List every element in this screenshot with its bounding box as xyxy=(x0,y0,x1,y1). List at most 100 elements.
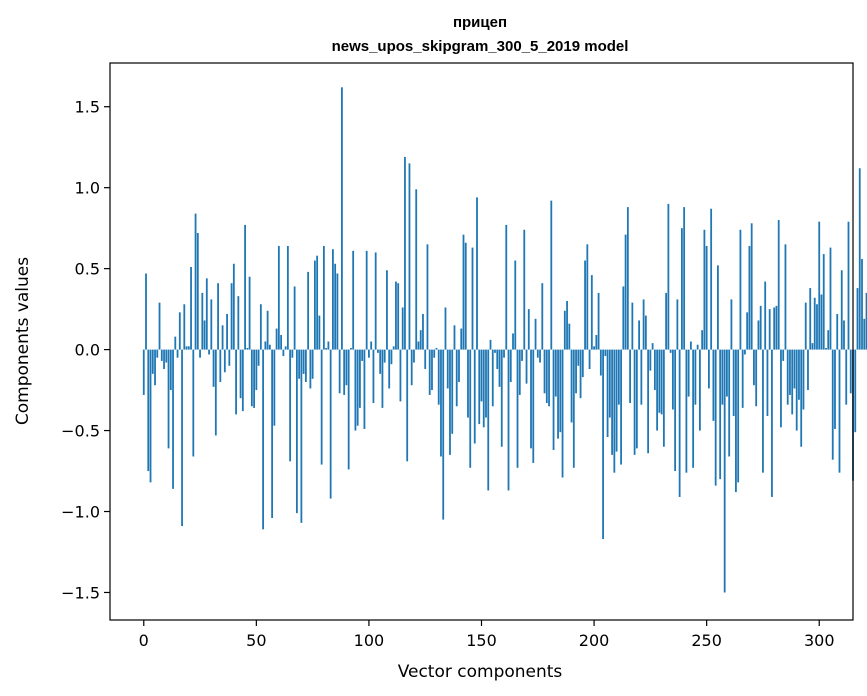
bar xyxy=(701,330,704,350)
bar xyxy=(730,299,733,350)
bar xyxy=(453,325,456,350)
x-tick-label: 300 xyxy=(804,631,835,650)
bar xyxy=(671,349,674,410)
x-tick-label: 150 xyxy=(466,631,497,650)
bar xyxy=(295,349,298,514)
bar xyxy=(723,349,726,593)
bar xyxy=(338,349,341,394)
bar xyxy=(689,341,692,350)
bar xyxy=(426,244,429,350)
bar xyxy=(849,349,852,394)
bar xyxy=(705,245,708,350)
bar xyxy=(271,349,274,518)
bar xyxy=(374,252,377,350)
bar xyxy=(759,305,762,350)
bar xyxy=(253,349,255,408)
bar xyxy=(203,320,206,350)
bar xyxy=(570,349,573,423)
bar xyxy=(347,349,350,470)
bar xyxy=(642,299,645,350)
bar xyxy=(336,273,339,350)
bar xyxy=(352,250,355,350)
bar xyxy=(298,349,301,379)
bar xyxy=(381,349,384,408)
bar xyxy=(545,349,548,404)
y-tick-label: −1.0 xyxy=(61,503,100,522)
bar xyxy=(539,349,541,363)
bar xyxy=(622,286,625,350)
bar xyxy=(768,309,771,350)
bar xyxy=(210,299,213,350)
bar xyxy=(631,302,634,350)
bar xyxy=(829,247,832,350)
bar xyxy=(696,344,699,350)
bar xyxy=(361,349,364,361)
chart-title: прицеп xyxy=(453,14,507,31)
bar xyxy=(771,349,773,497)
y-tick-label: 0.0 xyxy=(75,341,100,360)
bar xyxy=(717,265,719,350)
bar xyxy=(404,156,406,350)
bar xyxy=(307,271,310,350)
bar xyxy=(699,349,701,431)
bar xyxy=(370,341,373,350)
bar xyxy=(633,349,636,455)
bar xyxy=(300,349,303,523)
bar xyxy=(818,221,821,350)
bar xyxy=(809,288,812,350)
bar xyxy=(293,286,296,350)
bar xyxy=(714,349,717,486)
bar xyxy=(798,349,800,400)
bar xyxy=(437,349,440,405)
x-axis-label: Vector components xyxy=(398,662,563,682)
bar xyxy=(397,283,400,350)
bar xyxy=(748,245,751,350)
bar xyxy=(248,276,251,350)
bar xyxy=(816,304,818,350)
bar xyxy=(561,349,564,478)
bar xyxy=(719,349,722,480)
bar xyxy=(383,349,386,363)
bar xyxy=(590,275,593,350)
bar xyxy=(316,255,319,350)
bar xyxy=(489,339,492,350)
bar xyxy=(208,349,210,355)
bar xyxy=(221,325,224,350)
bar xyxy=(741,349,744,408)
bar xyxy=(552,349,555,450)
bar xyxy=(226,313,228,350)
bar xyxy=(662,349,665,447)
bar xyxy=(827,330,830,350)
bar xyxy=(685,349,688,473)
bar xyxy=(503,349,505,358)
bar xyxy=(390,349,393,365)
bar xyxy=(784,244,787,350)
bar xyxy=(775,305,778,350)
bar xyxy=(181,349,183,527)
bar xyxy=(165,349,168,363)
bar xyxy=(264,341,267,350)
bars-group xyxy=(142,87,867,593)
bar xyxy=(802,349,805,410)
bar xyxy=(244,224,246,350)
bar xyxy=(167,349,170,449)
bar xyxy=(199,349,201,358)
bar xyxy=(322,245,325,350)
x-tick-label: 200 xyxy=(579,631,610,650)
bar xyxy=(214,349,217,436)
bar xyxy=(568,323,571,350)
bar xyxy=(807,349,809,391)
y-tick-label: −1.5 xyxy=(61,583,100,602)
bar xyxy=(588,349,591,370)
bar xyxy=(325,347,328,350)
bar xyxy=(856,288,859,350)
bar xyxy=(174,336,177,350)
bar xyxy=(401,307,404,350)
bar xyxy=(327,341,330,350)
bar xyxy=(462,234,465,350)
bar xyxy=(649,349,652,371)
bar xyxy=(406,349,409,462)
bar xyxy=(825,347,827,350)
bar xyxy=(550,200,553,350)
